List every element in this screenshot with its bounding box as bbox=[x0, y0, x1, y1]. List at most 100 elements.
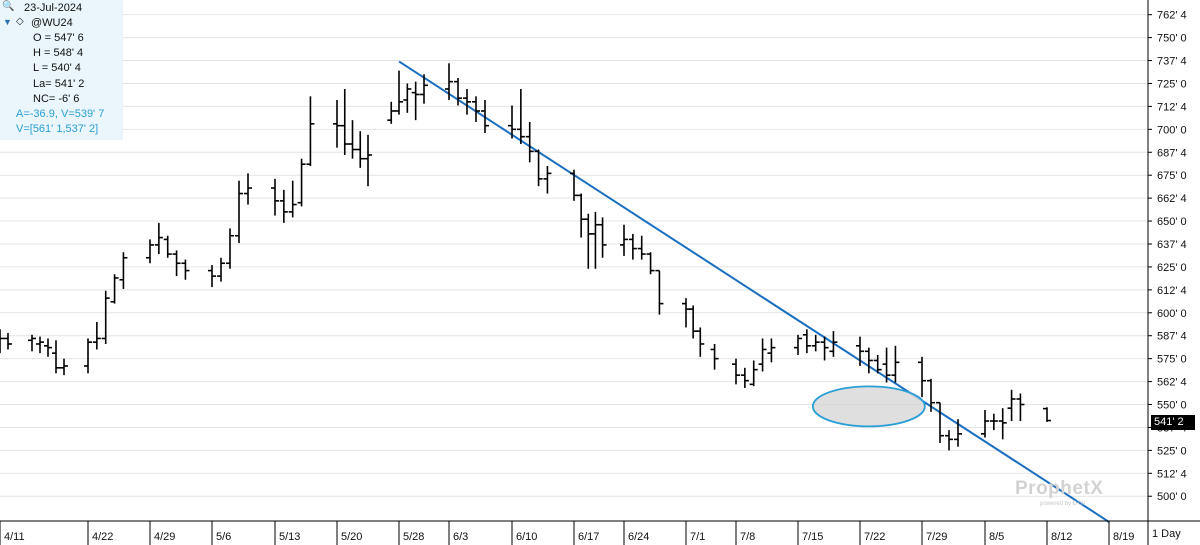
ohlc-bar bbox=[60, 358, 68, 376]
trendline-range: V=[561' 1,537' 2] bbox=[16, 123, 99, 135]
y-tick-label: 600' 0 bbox=[1157, 308, 1187, 320]
ohlc-bar bbox=[271, 178, 279, 216]
ohlc-bar bbox=[989, 413, 998, 431]
ohlc-bar bbox=[811, 334, 820, 352]
period-label[interactable]: 1 Day bbox=[1152, 528, 1181, 540]
ohlc-bar bbox=[945, 430, 953, 451]
ohlc-bar bbox=[732, 358, 740, 385]
ohlc-bar bbox=[1043, 407, 1051, 422]
ohlc-bar bbox=[508, 105, 516, 139]
ohlc-bar bbox=[954, 419, 962, 447]
ohlc-bar bbox=[689, 305, 698, 339]
ohlc-bar bbox=[767, 338, 776, 363]
ohlc-bar bbox=[44, 338, 52, 357]
y-tick-label: 725' 0 bbox=[1157, 78, 1187, 90]
y-tick-label: 512' 4 bbox=[1157, 468, 1187, 480]
ohlc-bar bbox=[387, 101, 396, 124]
y-tick-label: 762' 4 bbox=[1157, 10, 1187, 22]
ohlc-bar bbox=[110, 274, 119, 304]
ohlc-bar bbox=[244, 173, 252, 205]
x-axis-labels: 4/11 4/22 4/29 5/6 5/13 5/20 5/28 6/3 6/10 6/17 6/… bbox=[4, 531, 1134, 543]
ohlc-bar bbox=[348, 120, 357, 159]
net-change-value: NC= -6' 6 bbox=[33, 93, 80, 105]
y-tick-label: 500' 0 bbox=[1157, 491, 1187, 503]
ohlc-bar bbox=[420, 74, 428, 104]
x-tick-label: 4/22 bbox=[92, 531, 113, 543]
ohlc-bar bbox=[217, 257, 225, 282]
ohlc-bar bbox=[235, 180, 243, 244]
y-tick-label: 525' 0 bbox=[1157, 445, 1187, 457]
ohlc-bar bbox=[403, 83, 412, 113]
x-tick-label: 4/29 bbox=[154, 531, 175, 543]
open-value: O = 547' 6 bbox=[33, 32, 84, 44]
ohlc-bar bbox=[36, 336, 44, 354]
downtrend-line bbox=[398, 60, 1110, 523]
y-tick-label: 675' 0 bbox=[1157, 170, 1187, 182]
ohlc-bar bbox=[119, 252, 128, 289]
high-value: H = 548' 4 bbox=[33, 47, 84, 59]
x-tick-label: 6/10 bbox=[516, 531, 537, 543]
x-tick-label: 4/11 bbox=[4, 531, 25, 543]
ohlc-bar bbox=[279, 189, 288, 223]
ohlc-bar bbox=[454, 77, 462, 106]
y-tick-label: 637' 4 bbox=[1157, 239, 1187, 251]
ohlc-bar bbox=[655, 269, 664, 315]
ohlc-bar bbox=[226, 228, 234, 269]
y-tick-label: 612' 4 bbox=[1157, 285, 1187, 297]
ohlc-bar bbox=[163, 235, 172, 258]
ohlc-bar bbox=[927, 378, 935, 412]
x-tick-label: 6/3 bbox=[453, 531, 468, 543]
ohlc-bar bbox=[998, 408, 1007, 440]
ohlc-bar bbox=[146, 239, 154, 264]
ohlc-bar bbox=[84, 338, 92, 374]
x-tick-label: 5/6 bbox=[216, 531, 231, 543]
ohlc-bar bbox=[306, 96, 315, 167]
ohlc-bar bbox=[864, 347, 873, 374]
ohlc-bar bbox=[584, 213, 593, 269]
ohlc-bar bbox=[620, 224, 628, 256]
ohlc-bar bbox=[710, 343, 719, 370]
search-icon[interactable]: 🔍 bbox=[2, 1, 15, 12]
ohlc-bar bbox=[758, 338, 767, 372]
y-tick-label: 737' 4 bbox=[1157, 56, 1187, 68]
x-tick-label: 8/5 bbox=[989, 531, 1004, 543]
prophetx-logo-sub: powered by DTN bbox=[1040, 501, 1086, 507]
ohlc-bar bbox=[395, 70, 403, 115]
ohlc-bar bbox=[4, 332, 12, 350]
x-tick-label: 7/1 bbox=[690, 531, 705, 543]
ohlc-bar bbox=[891, 345, 900, 383]
triangle-down-icon[interactable]: ▼ bbox=[3, 17, 12, 27]
y-tick-label: 712' 4 bbox=[1157, 101, 1187, 113]
chart-grid bbox=[0, 14, 1148, 497]
ohlc-bar bbox=[981, 410, 989, 438]
date-label: 23-Jul-2024 bbox=[24, 2, 83, 14]
x-tick-label: 8/19 bbox=[1113, 531, 1134, 543]
x-tick-label: 7/15 bbox=[802, 531, 823, 543]
y-axis-labels: 762' 4 750' 0 737' 4 725' 0 712' 4 700' 0 687'… bbox=[1157, 10, 1187, 504]
ohlc-bar bbox=[696, 327, 705, 357]
highlight-overlay bbox=[811, 385, 926, 428]
y-tick-label: 687' 4 bbox=[1157, 147, 1187, 159]
x-tick-label: 5/28 bbox=[403, 531, 424, 543]
ohlc-bar bbox=[463, 88, 471, 115]
ohlc-bar bbox=[333, 99, 341, 148]
y-tick-label: 550' 0 bbox=[1157, 400, 1187, 412]
last-price-tag: 541' 2 bbox=[1151, 415, 1195, 430]
ohlc-bar bbox=[591, 211, 600, 269]
ohlc-bar bbox=[172, 250, 181, 277]
y-tick-label: 662' 4 bbox=[1157, 193, 1187, 205]
trendline-layer bbox=[398, 60, 1110, 523]
ohlc-bar bbox=[882, 347, 891, 383]
y-tick-label: 575' 0 bbox=[1157, 354, 1187, 366]
ohlc-bar bbox=[481, 99, 489, 134]
y-tick-label: 625' 0 bbox=[1157, 262, 1187, 274]
x-tick-label: 8/12 bbox=[1051, 531, 1072, 543]
ohlc-bar bbox=[646, 252, 655, 275]
y-tick-label: 750' 0 bbox=[1157, 33, 1187, 45]
ohlc-bar bbox=[208, 265, 216, 288]
x-tick-label: 6/24 bbox=[628, 531, 649, 543]
ohlc-bar bbox=[820, 336, 829, 361]
ohlc-bar bbox=[28, 334, 36, 352]
